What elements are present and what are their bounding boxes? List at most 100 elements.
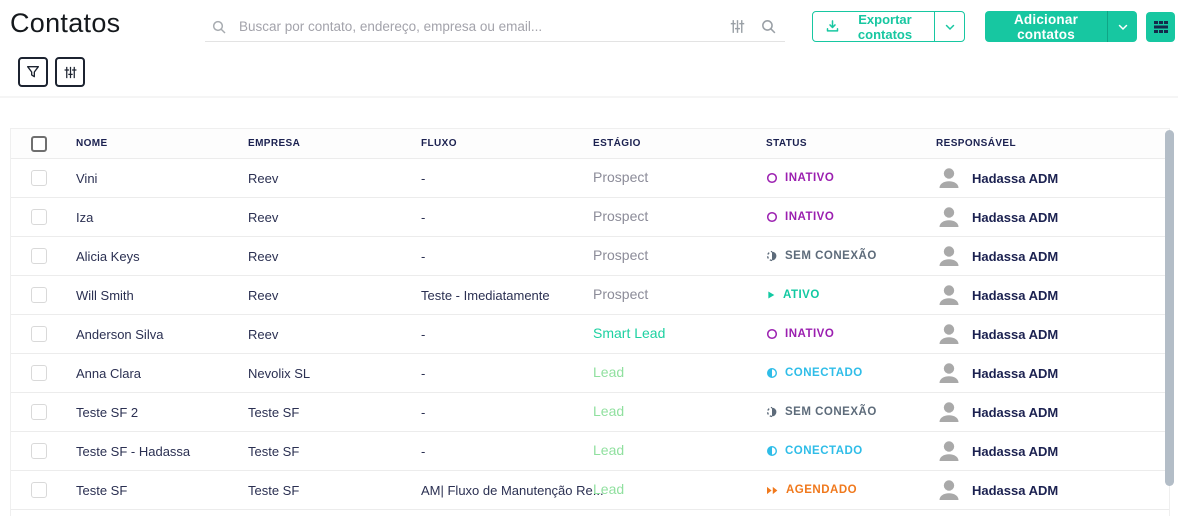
avatar	[936, 438, 962, 464]
row-checkbox[interactable]	[31, 248, 47, 264]
table-row[interactable]: Iza Reev - Prospect INATIVO Hadassa ADM	[11, 198, 1169, 237]
column-header-status[interactable]: STATUS	[766, 138, 807, 149]
chevron-down-icon	[944, 21, 956, 33]
contact-stage: Prospect	[593, 169, 649, 185]
download-icon	[825, 19, 840, 34]
contact-company: Teste SF	[248, 482, 300, 498]
export-contacts-button[interactable]: Exportar contatos	[813, 12, 934, 41]
search-icon[interactable]	[760, 18, 777, 35]
row-checkbox[interactable]	[31, 326, 47, 342]
status-badge: SEM CONEXÃO	[766, 406, 877, 418]
row-checkbox[interactable]	[31, 404, 47, 420]
avatar	[936, 477, 962, 503]
status-label: ATIVO	[783, 289, 820, 301]
play-icon	[766, 290, 776, 300]
contact-stage: Lead	[593, 403, 625, 419]
sliders-icon[interactable]	[729, 18, 746, 35]
contact-owner: Hadassa ADM	[972, 287, 1059, 303]
status-badge: INATIVO	[766, 211, 834, 223]
contact-flow: -	[421, 248, 426, 264]
contact-company: Reev	[248, 248, 279, 264]
status-badge: CONECTADO	[766, 367, 863, 379]
contact-flow: -	[421, 365, 426, 381]
contact-company: Teste SF	[248, 443, 300, 459]
contact-flow: -	[421, 443, 426, 459]
half-filled-circle-icon	[766, 367, 778, 379]
avatar	[936, 282, 962, 308]
vertical-scrollbar[interactable]	[1165, 130, 1174, 486]
add-contacts-button[interactable]: Adicionar contatos	[985, 11, 1107, 42]
contact-name: Anna Clara	[76, 365, 142, 381]
status-badge: AGENDADO	[766, 484, 857, 496]
chevron-down-icon	[1117, 21, 1129, 33]
avatar	[936, 204, 962, 230]
half-dashed-circle-icon	[766, 250, 778, 262]
avatar	[936, 321, 962, 347]
contact-owner: Hadassa ADM	[972, 209, 1059, 225]
status-badge: INATIVO	[766, 172, 834, 184]
row-checkbox[interactable]	[31, 482, 47, 498]
table-row[interactable]: Vini Reev - Prospect INATIVO Hadassa ADM	[11, 159, 1169, 198]
row-checkbox[interactable]	[31, 365, 47, 381]
table-row[interactable]: Anderson Silva Reev - Smart Lead INATIVO…	[11, 315, 1169, 354]
row-checkbox[interactable]	[31, 443, 47, 459]
funnel-icon	[25, 64, 41, 80]
contact-flow: -	[421, 209, 426, 225]
header-divider	[0, 96, 1178, 98]
table-row[interactable]: Teste SF 2 Teste SF - Lead SEM CONEXÃO H…	[11, 393, 1169, 432]
circle-outline-icon	[766, 172, 778, 184]
column-header-flow[interactable]: FLUXO	[421, 138, 457, 149]
table-row[interactable]: Will Smith Reev Teste - Imediatamente Pr…	[11, 276, 1169, 315]
table-row[interactable]: Teste SF - Hadassa Teste SF - Lead CONEC…	[11, 432, 1169, 471]
page-title: Contatos	[10, 8, 121, 38]
search-input[interactable]	[239, 19, 729, 34]
table-header-row: NOME EMPRESA FLUXO ESTÁGIO STATUS RESPON…	[11, 129, 1169, 159]
status-badge: CONECTADO	[766, 445, 863, 457]
search-bar[interactable]	[205, 12, 785, 42]
grid-icon	[1153, 19, 1169, 35]
table-row[interactable]: Teste SF Teste SF AM| Fluxo de Manutençã…	[11, 471, 1169, 510]
row-checkbox[interactable]	[31, 287, 47, 303]
status-label: CONECTADO	[785, 367, 863, 379]
row-checkbox[interactable]	[31, 170, 47, 186]
contacts-table: NOME EMPRESA FLUXO ESTÁGIO STATUS RESPON…	[10, 128, 1174, 516]
export-contacts-split-button: Exportar contatos	[812, 11, 965, 42]
half-filled-circle-icon	[766, 445, 778, 457]
filter-button[interactable]	[18, 57, 48, 87]
export-contacts-dropdown-button[interactable]	[934, 12, 964, 41]
row-checkbox[interactable]	[31, 209, 47, 225]
partial-next-row	[11, 510, 1169, 516]
contact-stage: Prospect	[593, 286, 649, 302]
contact-company: Reev	[248, 170, 279, 186]
column-header-name[interactable]: NOME	[76, 138, 108, 149]
status-badge: ATIVO	[766, 289, 820, 301]
table-view-button[interactable]	[1146, 12, 1175, 42]
contact-name: Alicia Keys	[76, 248, 140, 264]
column-header-responsible[interactable]: RESPONSÁVEL	[936, 138, 1016, 149]
avatar	[936, 165, 962, 191]
select-all-checkbox[interactable]	[31, 135, 47, 152]
contact-owner: Hadassa ADM	[972, 482, 1059, 498]
contact-company: Reev	[248, 287, 279, 303]
contact-owner: Hadassa ADM	[972, 248, 1059, 264]
half-dashed-circle-icon	[766, 406, 778, 418]
add-contacts-dropdown-button[interactable]	[1107, 11, 1137, 42]
advanced-filters-button[interactable]	[55, 57, 85, 87]
column-header-company[interactable]: EMPRESA	[248, 138, 301, 149]
contact-name: Will Smith	[76, 287, 134, 303]
table-row[interactable]: Anna Clara Nevolix SL - Lead CONECTADO H…	[11, 354, 1169, 393]
contact-owner: Hadassa ADM	[972, 170, 1059, 186]
sliders-icon	[63, 65, 78, 80]
circle-outline-icon	[766, 328, 778, 340]
status-label: INATIVO	[785, 211, 835, 223]
contact-stage: Lead	[593, 442, 625, 458]
contact-name: Teste SF - Hadassa	[76, 443, 191, 459]
status-badge: INATIVO	[766, 328, 834, 340]
contact-company: Reev	[248, 326, 279, 342]
status-label: AGENDADO	[786, 484, 858, 496]
column-header-stage[interactable]: ESTÁGIO	[593, 138, 641, 149]
contact-flow: AM| Fluxo de Manutenção Re...	[421, 482, 604, 498]
table-body: Vini Reev - Prospect INATIVO Hadassa ADM…	[11, 159, 1169, 510]
table-row[interactable]: Alicia Keys Reev - Prospect SEM CONEXÃO …	[11, 237, 1169, 276]
contact-owner: Hadassa ADM	[972, 443, 1059, 459]
